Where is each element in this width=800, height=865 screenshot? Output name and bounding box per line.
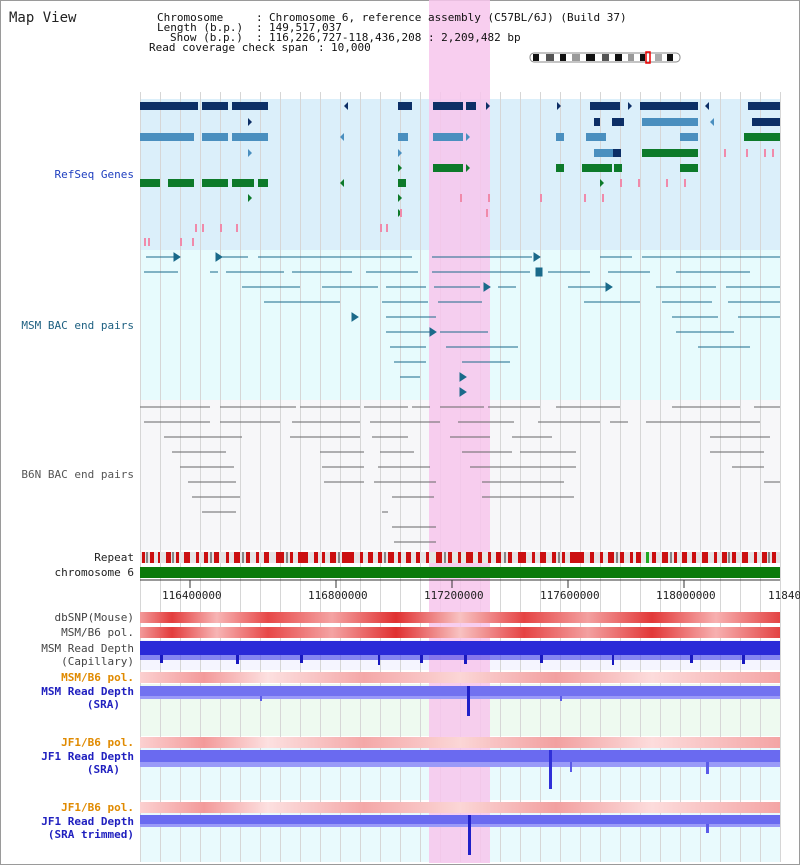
length-key: Length (b.p.) — [157, 21, 244, 34]
msm-depth-sra-sub: (SRA) — [86, 698, 120, 711]
chromosome-sep: : — [256, 11, 263, 24]
b6n-bac-label[interactable]: B6N BAC end pairs — [21, 468, 134, 481]
jf1-depth-trimmed-sub: (SRA trimmed) — [47, 828, 134, 841]
length-sep: : — [256, 21, 263, 34]
chromosome-bar[interactable] — [140, 567, 780, 578]
tick-label: 118000000 — [656, 589, 716, 602]
jf1-depth-sra-sub: (SRA) — [86, 763, 120, 776]
length-value: 149,517,037 — [269, 21, 342, 34]
span-value: 10,000 — [331, 41, 371, 54]
jf1-b6-pol-label[interactable]: JF1/B6 pol. — [61, 736, 134, 749]
msm-b6-pol-strip[interactable] — [140, 627, 780, 638]
page-title: Map View — [9, 10, 77, 26]
span-sep: : — [318, 41, 325, 54]
selection-highlight[interactable] — [429, 0, 490, 863]
chromosome-label: chromosome 6 — [54, 566, 134, 579]
jf1-depth-sra-label[interactable]: JF1 Read Depth — [41, 750, 134, 763]
refseq-genes-label[interactable]: RefSeq Genes — [54, 168, 134, 181]
tick-label: 117200000 — [424, 589, 484, 602]
chromosome-ideogram[interactable] — [529, 51, 681, 64]
span-key: Read coverage check span — [149, 41, 308, 54]
show-value: 116,226,727-118,436,208 : 2,209,482 bp — [269, 31, 521, 44]
msm-depth-capillary[interactable] — [140, 641, 780, 665]
msm-b6-pol-label-2[interactable]: MSM/B6 pol. — [61, 671, 134, 684]
msm-depth-sra-label[interactable]: MSM Read Depth — [41, 685, 134, 698]
msm-bac-label[interactable]: MSM BAC end pairs — [21, 319, 134, 332]
tick-label: 11840 — [768, 589, 800, 602]
jf1-b6-pol-label-2[interactable]: JF1/B6 pol. — [61, 801, 134, 814]
jf1-depth-trimmed-label[interactable]: JF1 Read Depth — [41, 815, 134, 828]
msm-depth-capillary-label[interactable]: MSM Read Depth — [41, 642, 134, 655]
b6n-bac-pairs[interactable] — [140, 406, 780, 543]
position-axis — [140, 579, 780, 588]
repeat-label[interactable]: Repeat — [94, 551, 134, 564]
msm-b6-pol-label[interactable]: MSM/B6 pol. — [61, 626, 134, 639]
msm-b6-pol-strip-2[interactable] — [140, 672, 780, 683]
chromosome-value: Chromosome 6, reference assembly (C57BL/… — [269, 11, 627, 24]
tick-label: 116400000 — [162, 589, 222, 602]
jf1-depth-trimmed[interactable] — [140, 815, 780, 855]
msm-depth-sra[interactable] — [140, 686, 780, 716]
msm-bac-pairs[interactable] — [144, 252, 780, 397]
jf1-depth-sra[interactable] — [140, 750, 780, 789]
repeat-track[interactable] — [140, 552, 780, 563]
refseq-gene-features[interactable] — [140, 102, 780, 246]
dbsnp-label[interactable]: dbSNP(Mouse) — [54, 611, 134, 624]
jf1-b6-pol-strip-2[interactable] — [140, 802, 780, 813]
msm-depth-capillary-sub: (Capillary) — [61, 655, 134, 668]
show-key: Show (b.p.) — [170, 31, 243, 44]
chromosome-key: Chromosome — [157, 11, 224, 24]
jf1-b6-pol-strip[interactable] — [140, 737, 780, 748]
tick-label: 117600000 — [540, 589, 600, 602]
tick-label: 116800000 — [308, 589, 368, 602]
dbsnp-strip[interactable] — [140, 612, 780, 623]
show-sep: : — [256, 31, 263, 44]
